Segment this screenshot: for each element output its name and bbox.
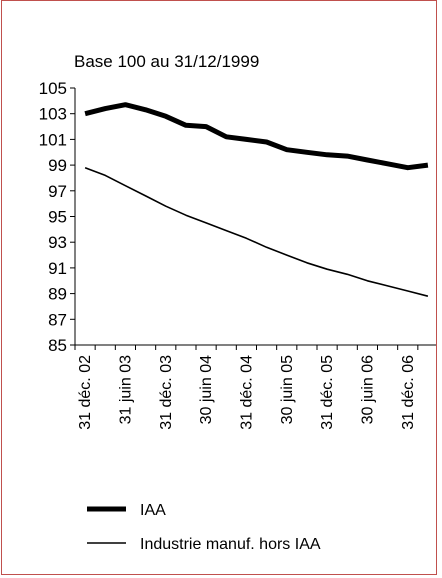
series-line-industrie-manuf [84, 166, 429, 297]
y-tick-label: 95 [48, 208, 67, 227]
x-tick-label: 31 juin 03 [117, 355, 134, 424]
x-tick-label: 30 juin 04 [198, 355, 215, 424]
legend: IAA Industrie manuf. hors IAA [87, 502, 321, 553]
y-tick-label: 99 [48, 156, 67, 175]
y-tick-label: 91 [48, 259, 67, 278]
y-tick-label: 105 [39, 79, 67, 98]
line-chart: Base 100 au 31/12/1999 85 87 89 91 93 95 97 99 1… [39, 52, 436, 553]
y-tick-label: 89 [48, 285, 67, 304]
y-tick-label: 85 [48, 336, 67, 355]
legend-label: Industrie manuf. hors IAA [140, 536, 321, 553]
x-tick-label: 31 déc. 06 [400, 355, 417, 430]
x-axis: 31 déc. 02 31 juin 03 31 déc. 03 30 juin 04… [74, 344, 436, 430]
x-tick-label: 30 juin 06 [359, 355, 376, 424]
x-tick-label: 31 déc. 03 [158, 355, 175, 430]
y-tick-label: 97 [48, 182, 67, 201]
y-tick-label: 103 [39, 105, 67, 124]
y-tick-label: 101 [39, 130, 67, 149]
series-line-iaa [84, 102, 429, 171]
x-tick-label: 31 déc. 05 [319, 355, 336, 430]
x-tick-label: 30 juin 05 [279, 355, 296, 424]
legend-label: IAA [140, 502, 166, 519]
x-tick-label: 31 déc. 02 [77, 355, 94, 430]
y-tick-label: 87 [48, 310, 67, 329]
series-layer [84, 102, 429, 297]
x-tick-label: 31 déc. 04 [238, 355, 255, 430]
y-tick-label: 93 [48, 233, 67, 252]
chart-subtitle: Base 100 au 31/12/1999 [74, 52, 259, 71]
y-axis: 85 87 89 91 93 95 97 99 101 103 105 [39, 79, 76, 355]
